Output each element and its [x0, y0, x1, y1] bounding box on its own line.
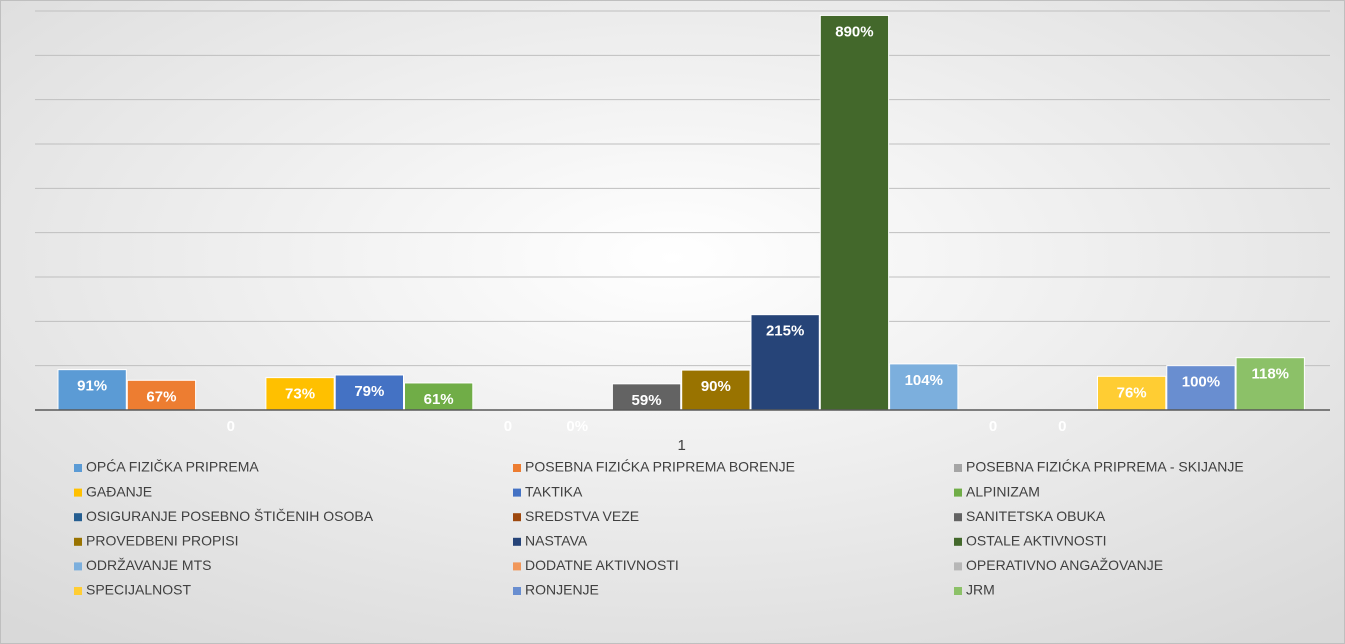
legend-label: NASTAVA: [525, 533, 588, 549]
legend-swatch: [513, 587, 521, 595]
legend-label: OPĆA FIZIČKA PRIPREMA: [86, 459, 259, 475]
data-label: 67%: [146, 388, 176, 405]
data-label: 890%: [835, 23, 873, 40]
legend-swatch: [954, 587, 962, 595]
legend-swatch: [954, 488, 962, 497]
legend-label: OSIGURANJE POSEBNO ŠTIČENIH OSOBA: [86, 508, 374, 524]
data-label: 100%: [1182, 374, 1220, 391]
legend-label: GAĐANJE: [86, 483, 152, 499]
legend-label: ALPINIZAM: [966, 483, 1040, 499]
legend-swatch: [513, 513, 521, 522]
legend-label: POSEBNA FIZIĆKA PRIPREMA BORENJE: [525, 459, 795, 475]
legend-label: DODATNE AKTIVNOSTI: [525, 557, 679, 573]
legend-label: RONJENJE: [525, 582, 599, 598]
data-label: 73%: [285, 386, 315, 403]
legend-label: PROVEDBENI PROPISI: [86, 533, 238, 549]
data-label: 59%: [632, 392, 662, 409]
legend-label: SREDSTVA VEZE: [525, 508, 639, 524]
legend-swatch: [513, 562, 521, 571]
legend-swatch: [513, 488, 521, 497]
data-label: 76%: [1117, 384, 1147, 401]
legend-swatch: [74, 488, 82, 497]
legend-label: OSTALE AKTIVNOSTI: [966, 533, 1107, 549]
legend-swatch: [954, 537, 962, 546]
data-label: 0: [1058, 418, 1066, 435]
legend-label: POSEBNA FIZIĆKA PRIPREMA - SKIJANJE: [966, 459, 1244, 475]
x-tick-label: 1: [678, 437, 686, 454]
legend-label: SPECIJALNOST: [86, 582, 191, 598]
data-label: 91%: [77, 378, 107, 395]
legend-swatch: [954, 562, 962, 571]
data-label: 118%: [1251, 366, 1289, 383]
bar: [334, 374, 405, 411]
legend-swatch: [74, 513, 82, 522]
data-label: 0: [989, 418, 997, 435]
bar: [57, 369, 127, 411]
legend-label: JRM: [966, 582, 995, 598]
data-label: 61%: [424, 391, 454, 408]
data-label: 79%: [354, 383, 384, 400]
data-label: 0: [227, 418, 235, 435]
data-label: 0: [504, 418, 512, 435]
bar: [611, 383, 682, 411]
data-label: 215%: [766, 323, 804, 340]
legend-swatch: [74, 464, 82, 472]
bar: [265, 377, 335, 411]
data-label: 90%: [701, 378, 731, 395]
legend-swatch: [513, 537, 521, 546]
legend-swatch: [513, 464, 521, 472]
data-label: 104%: [905, 372, 943, 389]
bar: [889, 363, 959, 411]
legend-label: OPERATIVNO ANGAŽOVANJE: [966, 557, 1163, 573]
bar: [1235, 357, 1305, 411]
legend-label: SANITETSKA OBUKA: [966, 508, 1106, 524]
legend-swatch: [74, 587, 82, 595]
bar: [404, 382, 474, 411]
legend-label: TAKTIKA: [525, 483, 583, 499]
legend-label: ODRŽAVANJE MTS: [86, 557, 212, 573]
legend-swatch: [74, 562, 82, 571]
data-label: 0%: [566, 418, 588, 435]
legend-swatch: [954, 464, 962, 472]
bar: [1166, 365, 1236, 411]
bar: [819, 14, 890, 411]
legend-swatch: [74, 537, 82, 546]
bar: [750, 314, 820, 411]
legend-swatch: [954, 513, 962, 522]
